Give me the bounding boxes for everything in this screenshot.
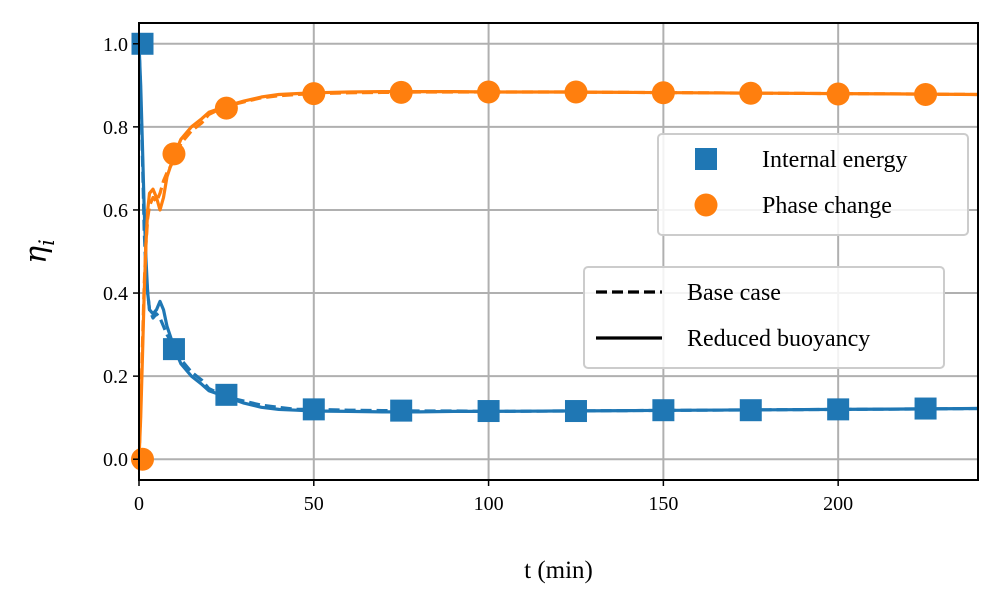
marker-internal_energy xyxy=(131,32,154,55)
legend-lines: Base case Reduced buoyancy xyxy=(583,266,945,369)
marker-internal_energy xyxy=(564,400,587,423)
legend-label-dashed: Base case xyxy=(687,280,781,306)
x-tick-label: 0 xyxy=(134,493,144,515)
marker-internal_energy xyxy=(302,398,325,421)
ticks: 0 50 100 150 200 0.0 0.2 0.4 0.6 0.8 1.0 xyxy=(103,34,853,515)
legend-markers: Internal energy Phase change xyxy=(657,133,969,236)
marker-internal_energy xyxy=(477,400,500,423)
x-axis-label: t (min) xyxy=(524,557,593,584)
x-tick-label: 150 xyxy=(648,493,678,515)
series-markers xyxy=(130,32,938,471)
marker-phase_change xyxy=(302,82,326,106)
y-tick-label: 0.4 xyxy=(103,283,128,305)
marker-internal_energy xyxy=(914,397,937,420)
y-tick-label: 1.0 xyxy=(103,34,128,56)
legend-label-solid: Reduced buoyancy xyxy=(687,326,870,352)
y-tick-label: 0.8 xyxy=(103,117,128,139)
marker-phase_change xyxy=(739,81,763,105)
marker-phase_change xyxy=(564,80,588,104)
marker-phase_change xyxy=(130,447,154,471)
legend-label-internal_energy: Internal energy xyxy=(762,147,908,173)
x-tick-label: 200 xyxy=(823,493,853,515)
marker-phase_change xyxy=(214,96,238,120)
marker-internal_energy xyxy=(390,399,413,422)
marker-internal_energy xyxy=(215,383,238,406)
x-tick-label: 100 xyxy=(474,493,504,515)
marker-internal_energy xyxy=(162,338,185,361)
marker-phase_change xyxy=(389,80,413,104)
marker-internal_energy xyxy=(827,398,850,421)
legend-lines-box xyxy=(583,266,945,369)
y-tick-label: 0.6 xyxy=(103,200,128,222)
marker-internal_energy xyxy=(652,399,675,422)
y-tick-label: 0.0 xyxy=(103,449,128,471)
legend-markers-box xyxy=(657,133,969,236)
x-tick-label: 50 xyxy=(304,493,324,515)
y-axis-label-main: η xyxy=(19,246,54,264)
legend-marker-phase_change xyxy=(694,193,718,217)
marker-phase_change xyxy=(477,80,501,104)
legend-marker-internal_energy xyxy=(695,148,717,170)
y-axis-label-sub: i xyxy=(35,239,59,246)
legend-label-phase_change: Phase change xyxy=(762,193,892,219)
marker-phase_change xyxy=(826,82,850,106)
y-tick-label: 0.2 xyxy=(103,366,128,388)
plot-frame xyxy=(138,22,979,481)
series-lines xyxy=(139,43,978,460)
marker-phase_change xyxy=(651,81,675,105)
marker-internal_energy xyxy=(739,399,762,422)
marker-phase_change xyxy=(162,142,186,166)
y-axis-label: ηi xyxy=(19,239,59,264)
marker-phase_change xyxy=(914,82,938,106)
